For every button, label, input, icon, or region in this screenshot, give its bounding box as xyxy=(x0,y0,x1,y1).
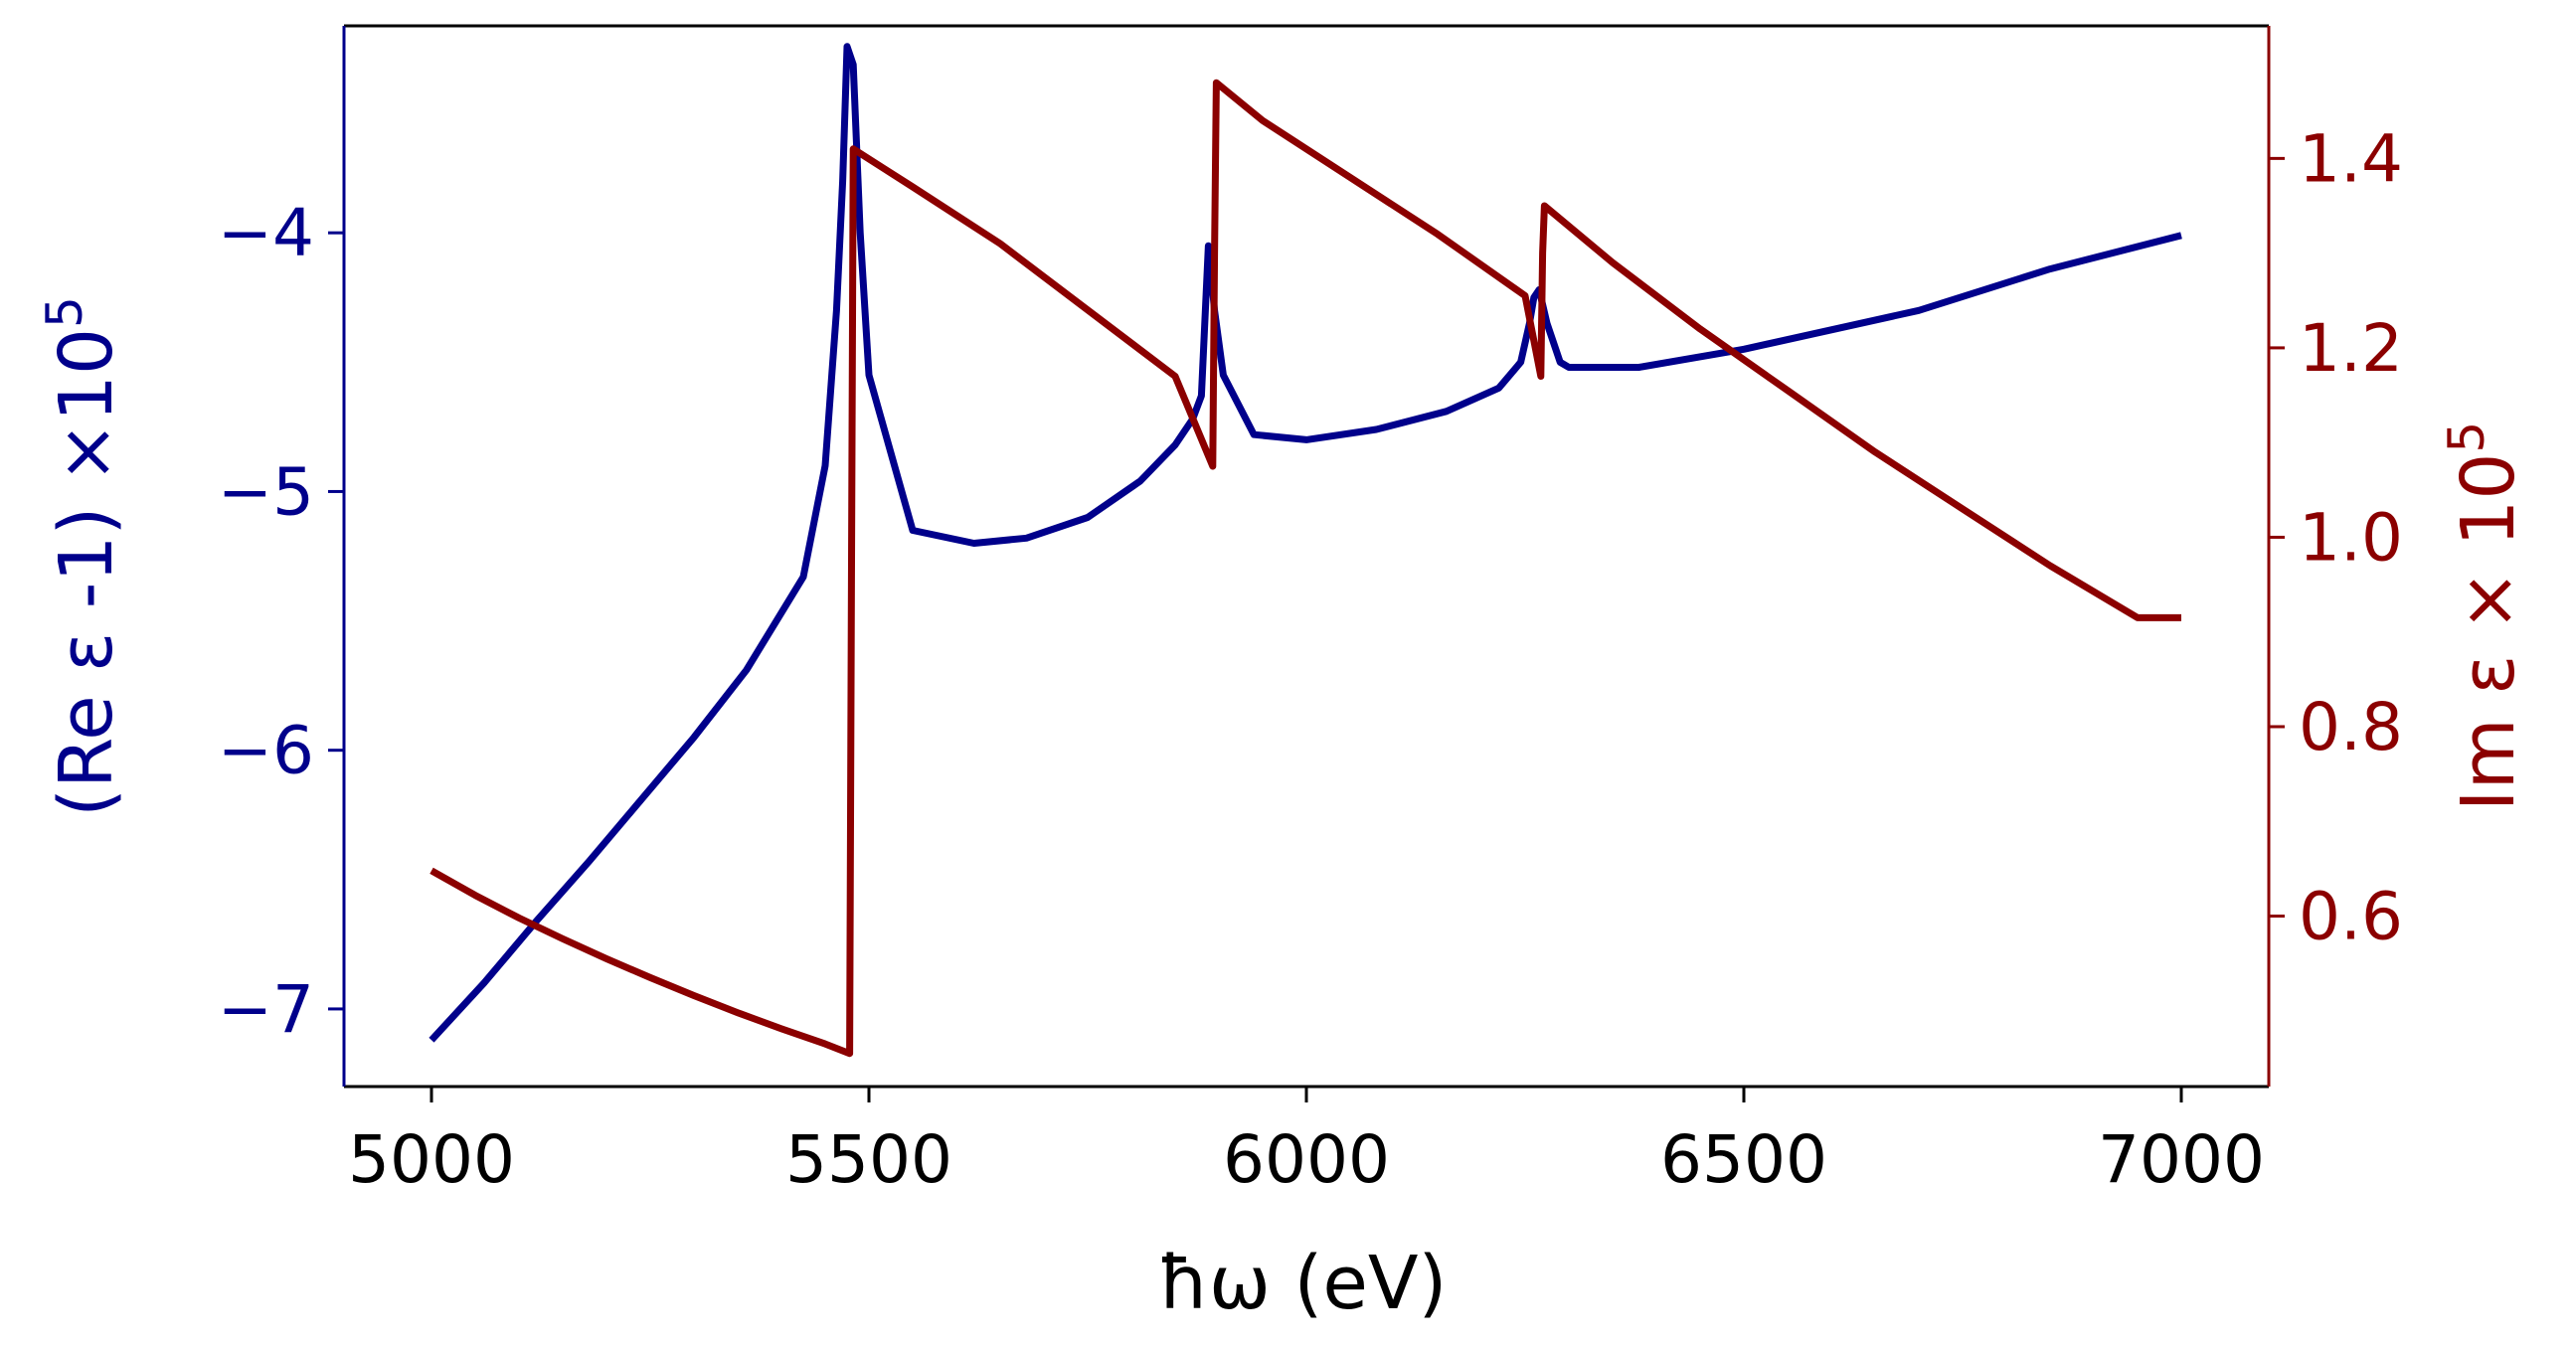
x-tick-label: 5500 xyxy=(785,1121,952,1198)
left-y-axis-title-exponent: 5 xyxy=(36,296,93,328)
x-tick-label: 7000 xyxy=(2098,1121,2265,1198)
tick-layer: 5000 5500 6000 6500 7000 −4 −5 −6 −7 0.6 0.8 1.0 1.2… xyxy=(218,120,2403,1198)
right-y-tick-label: 1.4 xyxy=(2299,120,2403,197)
right-y-tick-label: 0.6 xyxy=(2299,879,2403,955)
x-tick-label: 6000 xyxy=(1223,1121,1390,1198)
left-y-axis-title: (Re ε -1) ×105 xyxy=(36,296,129,817)
series-layer xyxy=(429,43,2182,1058)
left-y-axis-title-main: (Re ε -1) ×10 xyxy=(44,328,129,817)
x-tick-label: 5000 xyxy=(348,1121,515,1198)
right-y-tick-label: 0.8 xyxy=(2299,689,2403,765)
im-epsilon-series-line xyxy=(429,79,2181,1058)
right-y-axis-title: Im ε × 105 xyxy=(2438,422,2531,811)
right-y-tick-label: 1.2 xyxy=(2299,310,2403,387)
left-y-tick-label: −5 xyxy=(218,453,314,530)
right-y-tick-label: 1.0 xyxy=(2299,499,2403,576)
left-y-tick-label: −7 xyxy=(218,971,314,1048)
x-axis-title: ħω (eV) xyxy=(1158,1241,1448,1326)
left-y-tick-label: −6 xyxy=(218,713,314,789)
left-y-tick-label: −4 xyxy=(218,195,314,271)
x-tick-label: 6500 xyxy=(1660,1121,1827,1198)
right-y-axis-title-exponent: 5 xyxy=(2438,422,2495,453)
right-y-axis-title-main: Im ε × 10 xyxy=(2446,453,2531,812)
